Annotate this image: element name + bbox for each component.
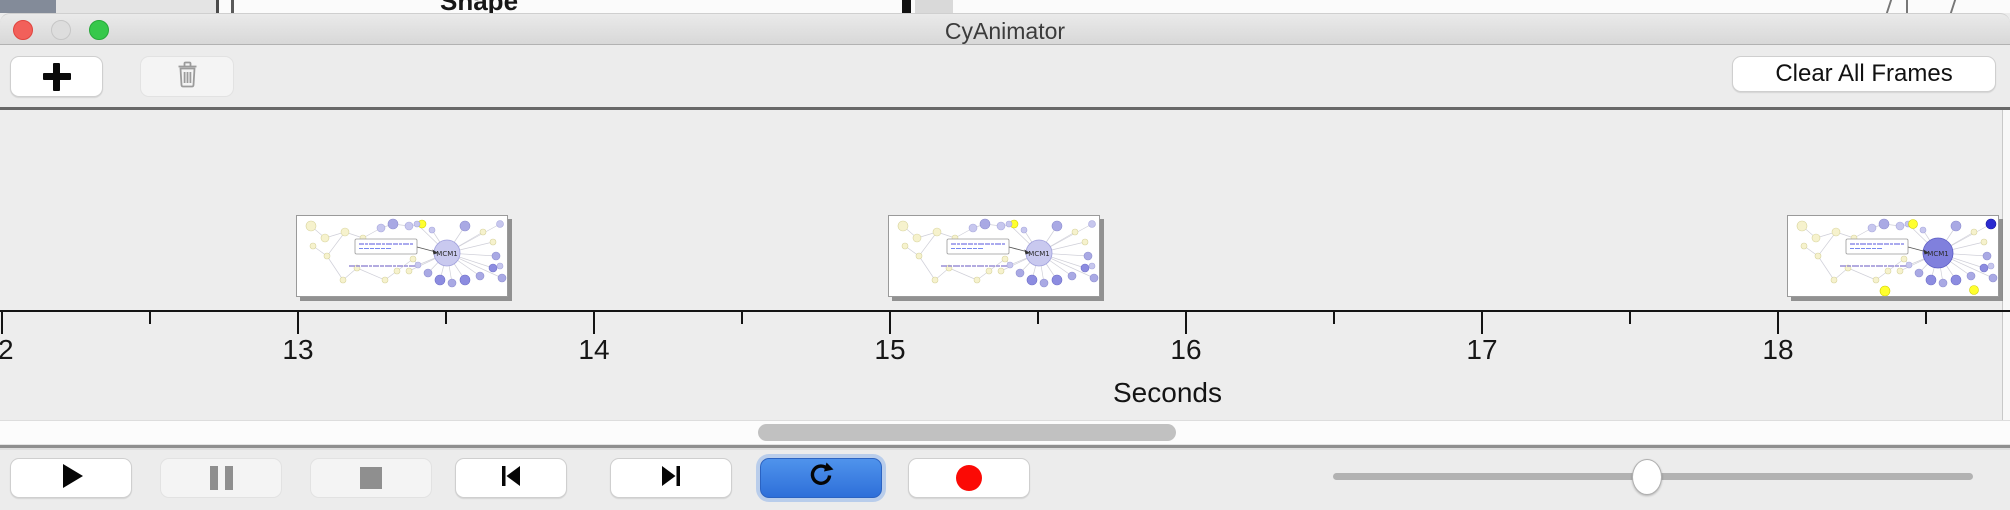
- background-window-sliver: Shape: [0, 0, 2010, 13]
- add-frame-button[interactable]: [10, 56, 103, 97]
- tick-label-partial: 2: [0, 334, 14, 365]
- panel-bottom-border: [0, 445, 2010, 448]
- frame-thumbnail[interactable]: MCM1: [887, 215, 1100, 297]
- minor-tick: [149, 312, 151, 324]
- major-tick: [889, 312, 891, 334]
- skip-to-end-icon: [658, 463, 684, 494]
- background-block: [1906, 0, 1908, 13]
- record-button[interactable]: [908, 458, 1030, 498]
- major-tick: [593, 312, 595, 334]
- window-title: CyAnimator: [944, 18, 1066, 44]
- clear-all-frames-button[interactable]: Clear All Frames: [1732, 56, 1996, 92]
- vertical-scrollbar-track[interactable]: [2002, 110, 2010, 420]
- pause-icon: [209, 466, 233, 490]
- background-block: [56, 0, 216, 13]
- skip-to-start-button[interactable]: [455, 458, 567, 498]
- minor-tick: [741, 312, 743, 324]
- skip-to-end-button[interactable]: [610, 458, 732, 498]
- skip-to-start-icon: [498, 463, 524, 494]
- frames-toolbar: Clear All Frames: [0, 45, 2010, 107]
- trash-icon: [174, 59, 201, 95]
- timeline-axis: [0, 310, 2010, 312]
- horizontal-scrollbar-track[interactable]: [0, 420, 2010, 445]
- major-tick: [1481, 312, 1483, 334]
- playback-controls: Animation Speed:: [0, 450, 2010, 510]
- horizontal-scrollbar-thumb[interactable]: [757, 424, 1176, 441]
- play-icon: [57, 462, 85, 495]
- titlebar[interactable]: CyAnimator: [0, 13, 2010, 45]
- close-button[interactable]: [13, 20, 33, 40]
- background-block: [1949, 0, 1957, 13]
- frame-thumbnail[interactable]: MCM1: [1787, 215, 2000, 297]
- record-dot-icon: [956, 465, 982, 491]
- zoom-button[interactable]: [89, 20, 109, 40]
- tick-label: 14: [578, 334, 610, 365]
- tick-label: 17: [1466, 334, 1498, 365]
- minimize-button[interactable]: [51, 20, 71, 40]
- tick-label: 18: [1762, 334, 1794, 365]
- background-block: [0, 0, 56, 13]
- major-tick: [1777, 312, 1779, 334]
- background-block: [915, 0, 953, 13]
- svg-text:MCM1: MCM1: [1028, 250, 1049, 258]
- background-partial-text: Shape: [440, 0, 550, 13]
- background-block: [231, 0, 234, 13]
- loop-button[interactable]: [760, 458, 882, 498]
- tick-label: 15: [874, 334, 906, 365]
- background-block: [902, 0, 911, 13]
- minor-tick: [1925, 312, 1927, 324]
- loop-arrow-icon: [807, 462, 835, 495]
- pause-button[interactable]: [160, 458, 282, 498]
- tick-label: 16: [1170, 334, 1202, 365]
- plus-icon: [42, 62, 72, 92]
- panel-bottom-border-light: [0, 448, 2010, 450]
- axis-caption: Seconds: [1113, 377, 1222, 408]
- background-block: [1885, 0, 1893, 13]
- major-tick: [1185, 312, 1187, 334]
- background-block: [216, 0, 219, 13]
- frame-thumbnail[interactable]: MCM1: [295, 215, 508, 297]
- minor-tick: [1629, 312, 1631, 324]
- svg-text:MCM1: MCM1: [1928, 250, 1949, 258]
- speed-slider-thumb[interactable]: [1631, 459, 1662, 495]
- major-tick: [297, 312, 299, 334]
- svg-text:MCM1: MCM1: [436, 250, 457, 258]
- delete-frame-button[interactable]: [140, 56, 234, 97]
- play-button[interactable]: [10, 458, 132, 498]
- minor-tick: [1333, 312, 1335, 324]
- clear-all-frames-label: Clear All Frames: [1775, 60, 1953, 87]
- stop-icon: [360, 467, 382, 489]
- minor-tick: [445, 312, 447, 324]
- stop-button[interactable]: [310, 458, 432, 498]
- tick-label: 13: [282, 334, 314, 365]
- major-tick: [1, 312, 3, 334]
- minor-tick: [1037, 312, 1039, 324]
- panel-top-border: [0, 107, 2010, 110]
